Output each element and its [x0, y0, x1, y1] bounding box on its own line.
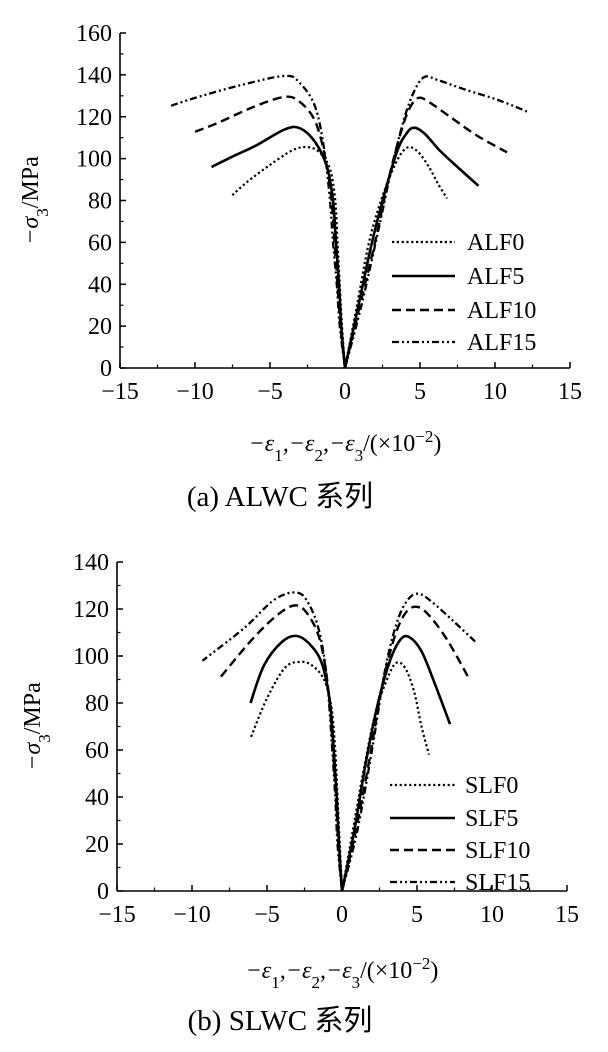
legend-label-SLF0: SLF0 [465, 773, 518, 799]
series-line-SLF5-axial [340, 634, 452, 892]
y-tick-label: 0 [97, 879, 109, 905]
x-axis-label: −ε1,−ε2,−ε3/(×10−2) [246, 954, 439, 992]
y-tick-label: 20 [85, 832, 109, 858]
x-tick-label: −15 [101, 379, 139, 405]
x-tick-label: −10 [173, 902, 211, 928]
series-line-ALF5-lateral [210, 125, 347, 369]
y-axis-label: −σ3/MPa [20, 682, 54, 771]
legend-label-SLF15: SLF15 [465, 870, 530, 896]
series-line-ALF15-axial [343, 75, 530, 369]
y-tick-label: 140 [73, 550, 109, 576]
x-tick-label: 10 [480, 902, 504, 928]
panel-a: 0 20 40 60 80 100 120 140 160 −15 −10 −5 0 5 10 15 ALF0 A… [18, 21, 582, 513]
legend-label-SLF5: SLF5 [465, 806, 518, 832]
x-axis-label: −ε1,−ε2,−ε3/(×10−2) [249, 427, 442, 465]
y-tick-label: 140 [76, 63, 112, 89]
panel-b: 0 20 40 60 80 100 120 140 −15 −10 −5 0 5 10 15 SLF0 SLF5… [20, 550, 579, 1037]
series-line-SLF10-axial [340, 605, 471, 892]
series-line-ALF0-axial [343, 146, 448, 369]
y-tick-label: 80 [85, 691, 109, 717]
x-tick-label: 0 [339, 379, 351, 405]
x-tick-label: −10 [176, 379, 214, 405]
legend-label-ALF0: ALF0 [467, 230, 524, 256]
series-line-SLF5-lateral [249, 634, 344, 892]
legend-label-ALF5: ALF5 [467, 264, 524, 290]
panel-caption: (b) SLWC 系列 [188, 1004, 373, 1037]
y-tick-label: 60 [85, 738, 109, 764]
y-tick-label: 100 [76, 147, 112, 173]
series-line-ALF10-lateral [190, 95, 347, 369]
y-tick-label: 0 [100, 356, 112, 382]
x-tick-label: 15 [558, 379, 582, 405]
series-line-SLF15-axial [340, 592, 477, 892]
series-line-ALF5-axial [343, 126, 480, 369]
x-tick-label: 15 [555, 902, 579, 928]
y-tick-label: 40 [88, 272, 112, 298]
legend-label-ALF15: ALF15 [467, 330, 536, 356]
y-axis-label: −σ3/MPa [18, 156, 52, 245]
y-tick-label: 120 [76, 105, 112, 131]
y-tick-label: 60 [88, 230, 112, 256]
x-tick-label: −15 [98, 902, 136, 928]
x-tick-label: 5 [411, 902, 423, 928]
panel-caption: (a) ALWC 系列 [187, 480, 373, 513]
series-line-SLF0-lateral [249, 660, 344, 892]
series-line-ALF15-lateral [169, 74, 347, 369]
x-tick-label: 0 [336, 902, 348, 928]
series-line-SLF15-lateral [201, 591, 344, 892]
legend-label-ALF10: ALF10 [467, 298, 536, 324]
x-tick-label: −5 [257, 379, 283, 405]
y-tick-label: 20 [88, 314, 112, 340]
y-tick-label: 40 [85, 785, 109, 811]
legend-label-SLF10: SLF10 [465, 838, 530, 864]
y-tick-label: 160 [76, 21, 112, 47]
series-line-SLF0-axial [340, 661, 431, 892]
series-line-SLF10-lateral [219, 604, 344, 892]
y-tick-label: 100 [73, 644, 109, 670]
x-tick-label: 10 [483, 379, 507, 405]
y-tick-label: 80 [88, 189, 112, 215]
x-tick-label: 5 [414, 379, 426, 405]
x-tick-label: −5 [254, 902, 280, 928]
y-tick-label: 120 [73, 597, 109, 623]
